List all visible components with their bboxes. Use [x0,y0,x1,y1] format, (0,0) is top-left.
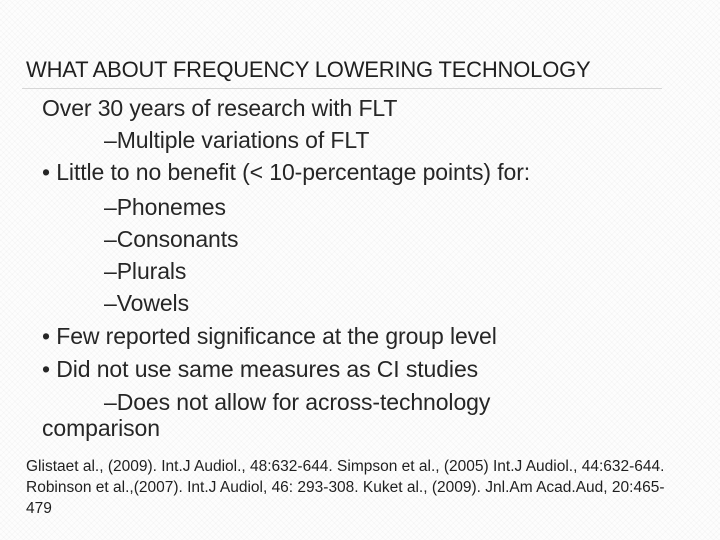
body-line-research-years: Over 30 years of research with FLT [42,95,398,121]
body-line-phonemes: –Phonemes [104,194,226,220]
body-line-vowels: –Vowels [104,290,189,316]
body-line-plurals: –Plurals [104,258,187,284]
body-line-across-technology: –Does not allow for across-technology [104,389,491,415]
citations-text: Glistaet al., (2009). Int.J Audiol., 48:… [26,458,665,517]
title-divider [22,88,662,89]
body-line-comparison: comparison [42,415,160,441]
body-line-same-measures: • Did not use same measures as CI studie… [42,356,479,382]
body-line-little-benefit: • Little to no benefit (< 10-percentage … [42,159,531,185]
body-line-variations: –Multiple variations of FLT [104,127,370,153]
slide-title: WHAT ABOUT FREQUENCY LOWERING TECHNOLOGY [26,57,591,82]
body-line-few-reported: • Few reported significance at the group… [42,323,497,349]
body-line-consonants: –Consonants [104,226,239,252]
